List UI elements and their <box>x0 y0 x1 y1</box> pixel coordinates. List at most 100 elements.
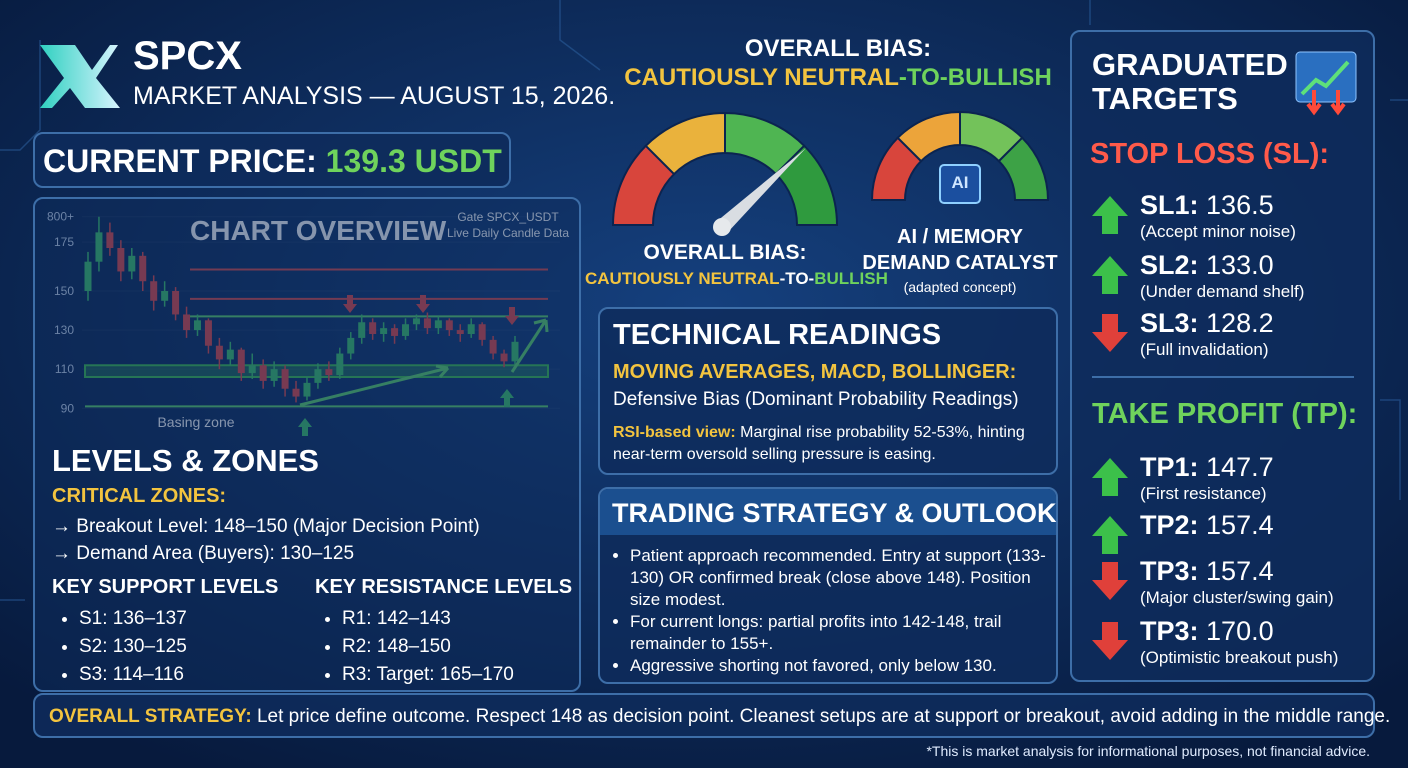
technical-text: Defensive Bias (Dominant Probability Rea… <box>613 389 1019 410</box>
price-value: 139.3 USDT <box>325 143 502 179</box>
sl-title: STOP LOSS (SL): <box>1090 138 1330 170</box>
footer-line: OVERALL STRATEGY: Let price define outco… <box>49 706 1390 728</box>
target-name: SL3: <box>1140 308 1199 338</box>
bias-part: CAUTIOUSLY NEUTRAL <box>624 64 899 91</box>
arrow-shape <box>1092 196 1128 234</box>
resistance-title: KEY RESISTANCE LEVELS <box>315 576 573 598</box>
support-title: KEY SUPPORT LEVELS <box>52 576 279 598</box>
direction-arrow <box>1092 458 1128 496</box>
footer-bar: OVERALL STRATEGY: Let price define outco… <box>33 693 1390 738</box>
target-name: TP3: <box>1140 616 1199 646</box>
targets-icon <box>1295 51 1357 116</box>
ai-chip <box>939 164 981 204</box>
arrow-shape <box>1092 516 1128 554</box>
target-note: (Major cluster/swing gain) <box>1140 588 1334 607</box>
critical-item: → Breakout Level: 148–150 (Major Decisio… <box>52 516 480 537</box>
logo <box>40 45 120 108</box>
ai-icon: AI <box>951 173 969 192</box>
target-value: 157.4 <box>1206 510 1274 540</box>
target-name: TP3: <box>1140 556 1199 586</box>
support-item: S1: 136–137 <box>79 605 187 633</box>
strategy-list: Patient approach recommended. Entry at s… <box>608 545 1060 677</box>
strategy-item: For current longs: partial profits into … <box>630 611 1060 655</box>
footer-text: Let price define outcome. Respect 148 as… <box>256 706 1391 727</box>
direction-arrow <box>1092 516 1128 554</box>
direction-arrow <box>1092 562 1128 600</box>
target-note: (Under demand shelf) <box>1140 282 1305 301</box>
divider <box>1092 376 1354 378</box>
target-row: TP3: 157.4 (Major cluster/swing gain) <box>1082 556 1372 614</box>
target-name: SL2: <box>1140 250 1199 280</box>
subtitle: MARKET ANALYSIS — AUGUST 15, 2026. <box>133 82 616 110</box>
target-row: SL2: 133.0 (Under demand shelf) <box>1082 250 1372 308</box>
target-value: 147.7 <box>1206 452 1274 482</box>
arrow-shape <box>1092 622 1128 660</box>
direction-arrow <box>1092 622 1128 660</box>
target-note: (First resistance) <box>1140 484 1267 503</box>
target-label: TP3: 170.0 <box>1140 616 1274 647</box>
catalyst-line: DEMAND CATALYST <box>862 252 1058 274</box>
critical-list: → Breakout Level: 148–150 (Major Decisio… <box>52 513 480 567</box>
gauge-value: CAUTIOUSLY NEUTRAL-TO-BULLISH <box>585 269 888 289</box>
bias-part: BULLISH <box>947 64 1052 91</box>
circuit-lines <box>0 0 1408 601</box>
target-label: TP3: 157.4 <box>1140 556 1274 587</box>
arrow-shape <box>1092 562 1128 600</box>
targets-title: GRADUATED TARGETS <box>1092 47 1288 116</box>
gauge-hub <box>713 218 731 236</box>
gauge-heading: OVERALL BIAS: <box>643 241 807 264</box>
target-label: SL3: 128.2 <box>1140 308 1274 339</box>
resistance-item: R1: 142–143 <box>342 605 514 633</box>
footer-label: OVERALL STRATEGY: <box>49 706 252 727</box>
target-name: TP2: <box>1140 510 1199 540</box>
bias-part: BULLISH <box>814 269 888 288</box>
target-note: (Optimistic breakout push) <box>1140 648 1339 667</box>
bias-part: -TO- <box>898 64 948 91</box>
rsi-label: RSI-based view: <box>613 424 736 441</box>
direction-arrow <box>1092 314 1128 352</box>
chart-panel: LEVELS & ZONES CRITICAL ZONES: → Breakou… <box>33 197 581 692</box>
target-row: TP2: 157.4 <box>1082 510 1372 568</box>
critical-item: → Demand Area (Buyers): 130–125 <box>52 543 355 564</box>
rsi-text: Marginal rise probability 52-53%, hintin… <box>613 424 1025 463</box>
catalyst-title: AI / MEMORY DEMAND CATALYST <box>860 224 1060 276</box>
tp-title: TAKE PROFIT (TP): <box>1092 398 1358 430</box>
target-name: SL1: <box>1140 190 1199 220</box>
technical-panel: TECHNICAL READINGS MOVING AVERAGES, MACD… <box>598 307 1058 475</box>
support-list: S1: 136–137 S2: 130–125 S3: 114–116 <box>57 605 187 689</box>
title: SPCX <box>133 34 242 78</box>
target-row: TP1: 147.7 (First resistance) <box>1082 452 1372 510</box>
target-note: (Full invalidation) <box>1140 340 1269 359</box>
target-value: 170.0 <box>1206 616 1274 646</box>
target-label: SL1: 136.5 <box>1140 190 1274 221</box>
bias-part: CAUTIOUSLY NEUTRAL <box>585 269 780 288</box>
rsi-view: RSI-based view: Marginal rise probabilit… <box>613 422 1053 466</box>
arrow-shape <box>1092 256 1128 294</box>
price-label: CURRENT PRICE: <box>43 143 317 179</box>
bias-part: -TO- <box>779 269 815 288</box>
disclaimer: *This is market analysis for information… <box>926 743 1370 759</box>
catalyst-line: AI / MEMORY <box>897 226 1023 248</box>
direction-arrow <box>1092 256 1128 294</box>
target-name: TP1: <box>1140 452 1199 482</box>
resistance-item: R3: Target: 165–170 <box>342 661 514 689</box>
technical-title: TECHNICAL READINGS <box>613 319 942 351</box>
target-value: 128.2 <box>1206 308 1274 338</box>
target-row: SL3: 128.2 (Full invalidation) <box>1082 308 1372 366</box>
bias-value: CAUTIOUSLY NEUTRAL-TO-BULLISH <box>600 64 1076 92</box>
target-value: 136.5 <box>1206 190 1274 220</box>
target-label: TP1: 147.7 <box>1140 452 1274 483</box>
technical-subtitle: MOVING AVERAGES, MACD, BOLLINGER: <box>613 361 1017 383</box>
gauge-segment <box>774 144 839 226</box>
gauge-needle <box>716 148 806 232</box>
target-value: 133.0 <box>1206 250 1274 280</box>
target-value: 157.4 <box>1206 556 1274 586</box>
support-item: S3: 114–116 <box>79 661 187 689</box>
target-note: (Accept minor noise) <box>1140 222 1296 241</box>
resistance-item: R2: 148–150 <box>342 633 514 661</box>
target-row: SL1: 136.5 (Accept minor noise) <box>1082 190 1372 248</box>
strategy-header <box>600 489 1056 535</box>
price-line: CURRENT PRICE: 139.3 USDT <box>43 143 502 180</box>
resistance-list: R1: 142–143 R2: 148–150 R3: Target: 165–… <box>320 605 514 689</box>
